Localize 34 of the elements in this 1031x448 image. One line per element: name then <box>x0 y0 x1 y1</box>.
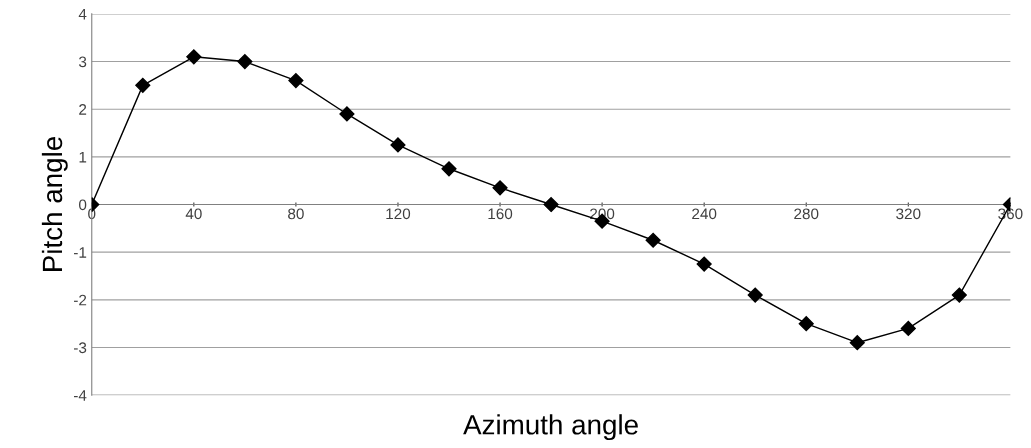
x-tick-label: 280 <box>794 208 819 220</box>
point <box>951 287 967 303</box>
point <box>186 49 202 65</box>
x-tick-label: 160 <box>488 208 513 220</box>
y-axis-title: Pitch angle <box>41 137 68 271</box>
point <box>645 232 661 248</box>
point <box>441 161 457 177</box>
point <box>900 320 916 336</box>
point <box>492 180 508 196</box>
y-tick-label: -3 <box>73 342 87 354</box>
point <box>849 335 865 351</box>
x-tick-label: 240 <box>692 208 717 220</box>
x-tick-label: 40 <box>185 208 202 220</box>
y-tick-label: -4 <box>73 390 87 401</box>
y-tick-label: -1 <box>73 247 87 258</box>
point <box>390 137 406 153</box>
x-axis-title: Azimuth angle <box>463 414 638 441</box>
point <box>135 77 151 93</box>
point <box>543 196 559 213</box>
point <box>339 106 355 122</box>
y-tick-label: -2 <box>73 294 87 306</box>
point <box>237 53 253 70</box>
y-tick-label: 2 <box>79 104 87 115</box>
point <box>288 73 304 89</box>
y-tick-label: 4 <box>78 8 87 20</box>
point <box>798 316 814 332</box>
x-tick-label: 320 <box>896 208 921 220</box>
x-tick-label: 80 <box>288 208 304 220</box>
y-tick-label: 0 <box>79 199 87 211</box>
y-tick-label: 3 <box>78 56 87 68</box>
y-tick-label: 1 <box>79 151 87 163</box>
x-tick-label: 120 <box>386 208 411 220</box>
point <box>747 287 763 303</box>
point <box>696 256 712 272</box>
